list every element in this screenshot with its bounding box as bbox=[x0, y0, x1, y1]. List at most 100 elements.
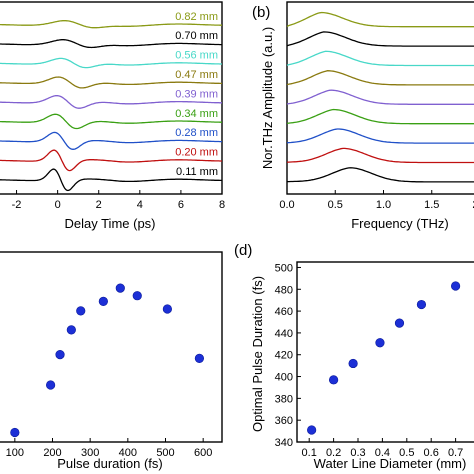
panel-a-xtick-label: 6 bbox=[178, 199, 184, 211]
panel-a-legend-entry: 0.20 mm bbox=[175, 147, 218, 159]
panel-a-legend: 0.82 mm 0.70 mm 0.56 mm 0.47 mm 0.39 mm 0.34 … bbox=[175, 11, 218, 178]
panel-c-frame bbox=[0, 251, 223, 443]
panel-c-points bbox=[10, 283, 204, 438]
panel-a-xtick-label: -2 bbox=[12, 199, 22, 211]
panel-c-xtick-label: 300 bbox=[81, 447, 99, 459]
panel-b-trace bbox=[286, 108, 474, 125]
panel-c-ticks: 100 200 300 400 500 600 bbox=[6, 438, 212, 459]
panel-c-point bbox=[46, 380, 56, 390]
panel-c-xtick-label: 400 bbox=[119, 447, 137, 459]
panel-d-xlabel: Water Line Diameter (mm) bbox=[314, 456, 467, 471]
panel-d: (d) 0.1 0.2 0.3 0.4 0.5 0.6 0.7 340 360 380 400 420… bbox=[234, 242, 474, 471]
panel-b-trace bbox=[286, 70, 474, 86]
panel-b-xtick-label: 2.0 bbox=[472, 199, 474, 211]
panel-c-point bbox=[194, 353, 204, 364]
panel-d-point bbox=[375, 338, 385, 348]
panel-d-ticks: 0.1 0.2 0.3 0.4 0.5 0.6 0.7 340 360 380 400 420 440 4… bbox=[275, 262, 464, 459]
panel-d-xtick-label: 0.7 bbox=[448, 447, 463, 459]
panel-c-point bbox=[115, 283, 125, 293]
panel-a-trace bbox=[0, 131, 222, 150]
panel-a-trace bbox=[0, 76, 222, 89]
panel-b-trace bbox=[286, 89, 474, 105]
panel-a-trace bbox=[0, 20, 222, 29]
panel-c-point bbox=[162, 304, 172, 314]
panel-d-points bbox=[307, 281, 461, 435]
panel-c-point bbox=[10, 427, 20, 438]
panel-d-tag: (d) bbox=[234, 242, 252, 259]
panel-a-trace bbox=[0, 39, 222, 49]
panel-a-xtick-label: 4 bbox=[137, 199, 143, 211]
panel-b-traces bbox=[286, 11, 474, 183]
panel-d-ytick-label: 460 bbox=[275, 306, 293, 318]
panel-d-xtick-label: 0.3 bbox=[350, 447, 365, 459]
panel-d-ytick-label: 500 bbox=[275, 262, 293, 274]
panel-d-point bbox=[329, 375, 339, 385]
panel-c-xlabel: Pulse duration (fs) bbox=[57, 456, 163, 471]
panel-d-frame bbox=[296, 261, 474, 443]
panel-a-frame bbox=[0, 1, 223, 195]
panel-d-point bbox=[451, 281, 461, 291]
panel-a-legend-entry: 0.56 mm bbox=[175, 50, 218, 62]
panel-b-trace bbox=[286, 11, 474, 28]
panel-a-trace bbox=[0, 113, 222, 130]
panel-a-xtick-label: 0 bbox=[55, 199, 61, 211]
panel-b-xtick-label: 0.5 bbox=[328, 199, 343, 211]
panel-a: 0.82 mm 0.70 mm 0.56 mm 0.47 mm 0.39 mm 0.34 … bbox=[0, 1, 225, 231]
panel-c-xtick-label: 500 bbox=[156, 447, 174, 459]
panel-a-xtick-label: 2 bbox=[96, 199, 102, 211]
panel-b-xtick-label: 1.5 bbox=[424, 199, 439, 211]
panel-a-legend-entry: 0.11 mm bbox=[176, 166, 218, 178]
panel-c: 100 200 300 400 500 600 Pulse duration (fs) bbox=[0, 251, 223, 471]
panel-b-tag: (b) bbox=[252, 4, 270, 21]
panel-a-legend-entry: 0.39 mm bbox=[175, 88, 218, 100]
panel-d-point bbox=[416, 299, 427, 310]
panel-a-legend-entry: 0.47 mm bbox=[175, 69, 218, 81]
panel-a-legend-entry: 0.70 mm bbox=[175, 30, 218, 42]
panel-b-xlabel: Frequency (THz) bbox=[351, 216, 449, 231]
panel-b-xticks: 0.0 0.5 1.0 1.5 2.0 bbox=[279, 190, 474, 211]
panel-b-trace bbox=[286, 128, 474, 144]
panel-a-xtick-label: 8 bbox=[219, 199, 225, 211]
panel-d-ytick-label: 340 bbox=[275, 437, 293, 449]
panel-c-xtick-label: 200 bbox=[43, 447, 61, 459]
panel-c-point bbox=[55, 350, 65, 360]
panel-d-xtick-label: 0.1 bbox=[302, 447, 317, 459]
panel-a-legend-entry: 0.28 mm bbox=[175, 127, 218, 139]
panel-c-point bbox=[66, 325, 76, 335]
panel-d-xtick-label: 0.5 bbox=[399, 447, 414, 459]
panel-d-point bbox=[307, 425, 317, 435]
panel-d-point bbox=[394, 318, 405, 328]
panel-d-ylabel: Optimal Pulse Duration (fs) bbox=[250, 276, 265, 432]
panel-c-point bbox=[98, 296, 108, 307]
panel-d-ytick-label: 480 bbox=[275, 284, 293, 296]
panel-a-trace bbox=[0, 149, 222, 172]
panel-a-trace bbox=[0, 95, 222, 109]
panel-a-legend-entry: 0.82 mm bbox=[175, 11, 218, 23]
panel-b-trace bbox=[287, 167, 474, 183]
panel-a-xlabel: Delay Time (ps) bbox=[64, 216, 155, 231]
panel-a-legend-entry: 0.34 mm bbox=[175, 108, 218, 120]
panel-b-trace bbox=[286, 147, 474, 164]
panel-a-trace bbox=[0, 57, 222, 69]
panel-a-traces bbox=[0, 20, 222, 192]
panel-a-xticks: -2 0 2 4 6 8 bbox=[12, 190, 225, 211]
panel-b-frame bbox=[286, 1, 474, 195]
panel-d-ytick-label: 380 bbox=[275, 393, 293, 405]
panel-d-xtick-label: 0.2 bbox=[326, 447, 341, 459]
panel-d-xtick-label: 0.4 bbox=[375, 447, 390, 459]
panel-c-xtick-label: 600 bbox=[194, 447, 212, 459]
panel-b-xtick-label: 1.0 bbox=[376, 199, 391, 211]
panel-a-trace bbox=[0, 168, 222, 192]
panel-d-ytick-label: 400 bbox=[275, 372, 293, 384]
panel-c-xtick-label: 100 bbox=[6, 447, 24, 459]
panel-d-ytick-label: 420 bbox=[275, 350, 293, 362]
panel-c-point bbox=[76, 306, 86, 316]
panel-b-trace bbox=[286, 31, 474, 47]
panel-c-point bbox=[132, 291, 142, 301]
panel-b-xtick-label: 0.0 bbox=[279, 199, 294, 211]
panel-d-ytick-label: 440 bbox=[275, 328, 293, 340]
panel-b-trace bbox=[286, 50, 474, 67]
panel-d-ytick-label: 360 bbox=[275, 415, 293, 427]
panel-b-ylabel: Nor.THz Amplitude (a.u.) bbox=[260, 27, 275, 169]
